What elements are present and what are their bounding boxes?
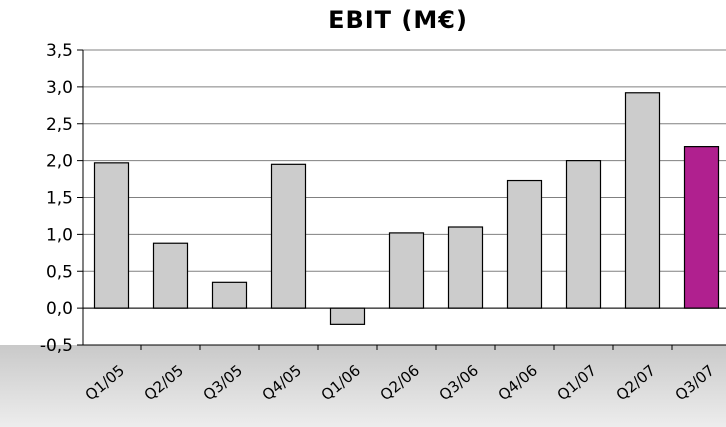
y-tick-label: 0,0: [46, 299, 73, 319]
y-tick-label: -0,5: [40, 336, 73, 356]
bar-Q2-07: [624, 92, 661, 309]
bar-Q4-06: [506, 179, 543, 309]
bar-Q4-05: [270, 163, 307, 309]
bar-Q3-05: [211, 281, 248, 309]
bar-Q1-06: [329, 307, 366, 325]
bar-Q2-05: [152, 242, 189, 309]
bar-Q1-07: [565, 160, 602, 309]
chart-title: EBIT (M€): [328, 6, 468, 34]
y-tick-label: 2,5: [46, 115, 73, 135]
y-tick-label: 3,0: [46, 78, 73, 98]
y-tick-label: 1,5: [46, 189, 73, 209]
y-tick-label: 1,0: [46, 225, 73, 245]
category-band-background: [0, 345, 726, 427]
y-tick-label: 0,5: [46, 262, 73, 282]
bar-Q2-06: [388, 232, 425, 309]
y-tick-label: 3,5: [46, 41, 73, 61]
bar-Q3-06: [447, 226, 484, 309]
y-tick-label: 2,0: [46, 152, 73, 172]
bar-Q3-07: [683, 146, 720, 309]
bar-Q1-05: [93, 162, 130, 309]
